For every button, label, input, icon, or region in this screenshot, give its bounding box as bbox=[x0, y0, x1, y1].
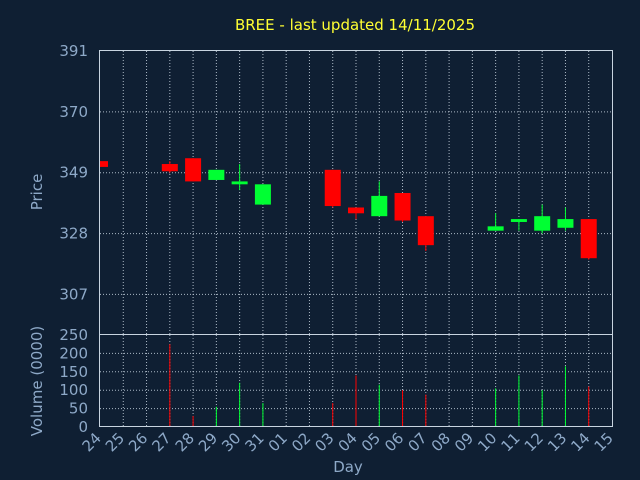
candle-body bbox=[487, 226, 504, 231]
tick-labels: 2425262728293031010203040506070809101112… bbox=[59, 42, 616, 455]
price-tick-label: 391 bbox=[59, 42, 88, 60]
candle-body bbox=[417, 216, 434, 246]
price-tick-label: 349 bbox=[59, 164, 88, 182]
volume-bars bbox=[169, 344, 590, 427]
grid-layer bbox=[100, 51, 612, 427]
volume-axis-label: Volume (0000) bbox=[28, 326, 46, 436]
candle-body bbox=[510, 219, 527, 222]
candle-body bbox=[161, 164, 178, 172]
candle-body bbox=[254, 184, 271, 205]
candle-body bbox=[394, 193, 411, 221]
price-candles bbox=[99, 158, 597, 260]
volume-tick-label: 50 bbox=[69, 400, 88, 418]
volume-tick-label: 200 bbox=[59, 344, 88, 362]
volume-panel-frame bbox=[99, 334, 613, 427]
candle-body bbox=[185, 158, 202, 182]
x-axis-label: Day bbox=[333, 458, 363, 476]
chart-title: BREE - last updated 14/11/2025 bbox=[235, 16, 475, 34]
price-tick-label: 328 bbox=[59, 225, 88, 243]
price-tick-label: 370 bbox=[59, 103, 88, 121]
volume-tick-label: 100 bbox=[59, 381, 88, 399]
price-axis-label: Price bbox=[28, 174, 46, 211]
candle-body bbox=[534, 216, 551, 231]
candle-body bbox=[557, 219, 574, 228]
candle-body bbox=[100, 161, 108, 167]
volume-tick-label: 0 bbox=[78, 418, 88, 436]
candle-body bbox=[208, 169, 225, 180]
candle-body bbox=[580, 219, 597, 259]
candle-body bbox=[371, 195, 388, 217]
volume-tick-label: 150 bbox=[59, 363, 88, 381]
candle-body bbox=[231, 181, 248, 185]
price-tick-label: 307 bbox=[59, 285, 88, 303]
volume-tick-label: 250 bbox=[59, 326, 88, 344]
candle-body bbox=[324, 169, 341, 207]
x-tick-label: 15 bbox=[591, 429, 617, 455]
candle-body bbox=[348, 207, 364, 214]
